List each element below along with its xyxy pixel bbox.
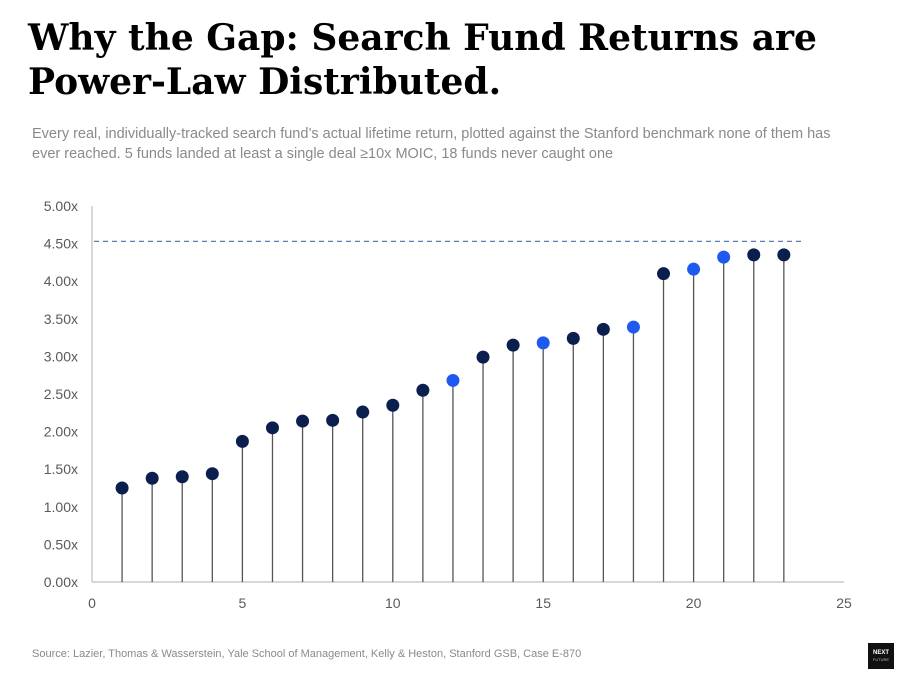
y-tick-label: 3.00x [44, 348, 78, 364]
data-point[interactable] [506, 338, 520, 352]
data-point[interactable] [326, 413, 340, 427]
y-tick-label: 4.50x [44, 236, 78, 252]
data-point[interactable] [747, 248, 761, 262]
x-tick-label: 5 [239, 595, 247, 611]
data-point[interactable] [235, 434, 249, 448]
lollipop-chart: 0.00x 0.50x 1.00x 1.50x 2.00x 2.50x 3.00x 3.50x… [44, 198, 852, 611]
y-tick-label: 3.50x [44, 311, 78, 327]
data-point[interactable] [446, 373, 460, 387]
data-point[interactable] [416, 383, 430, 397]
y-tick-label: 0.00x [44, 574, 78, 590]
data-point[interactable] [115, 481, 129, 495]
data-point[interactable] [626, 320, 640, 334]
y-tick-label: 1.00x [44, 499, 78, 515]
logo-line1: NEXT [872, 650, 889, 656]
data-point[interactable] [296, 414, 310, 428]
x-tick-label: 0 [88, 595, 96, 611]
y-axis-labels: 0.00x 0.50x 1.00x 1.50x 2.00x 2.50x 3.00x 3.50x… [44, 198, 78, 590]
data-points [115, 248, 791, 495]
y-tick-label: 0.50x [44, 536, 78, 552]
logo-line2: FUTURE [872, 657, 890, 662]
data-point[interactable] [536, 336, 550, 350]
x-tick-label: 25 [836, 595, 852, 611]
data-point[interactable] [356, 405, 370, 419]
x-tick-label: 15 [535, 595, 551, 611]
page-subtitle: Every real, individually-tracked search … [32, 126, 831, 162]
data-point[interactable] [566, 331, 580, 345]
stems [121, 254, 785, 582]
brand-logo: NEXT FUTURE [868, 643, 894, 669]
y-tick-label: 5.00x [44, 198, 78, 214]
data-point[interactable] [145, 471, 159, 485]
data-point[interactable] [265, 421, 279, 435]
data-point[interactable] [657, 267, 671, 281]
source-note: Source: Lazier, Thomas & Wasserstein, Ya… [32, 648, 582, 660]
y-tick-label: 4.00x [44, 273, 78, 289]
data-point[interactable] [175, 470, 189, 484]
x-tick-label: 20 [686, 595, 702, 611]
data-point[interactable] [596, 322, 610, 336]
y-tick-label: 2.00x [44, 424, 78, 440]
x-axis-labels: 0 5 10 15 20 25 [88, 595, 852, 611]
data-point[interactable] [777, 248, 791, 262]
data-point[interactable] [205, 467, 219, 481]
page-title: Why the Gap: Search Fund Returns are Pow… [28, 17, 817, 103]
x-tick-label: 10 [385, 595, 401, 611]
y-tick-label: 1.50x [44, 461, 78, 477]
data-point[interactable] [717, 250, 731, 264]
y-tick-label: 2.50x [44, 386, 78, 402]
data-point[interactable] [687, 262, 701, 276]
data-point[interactable] [476, 350, 490, 364]
data-point[interactable] [386, 398, 400, 412]
